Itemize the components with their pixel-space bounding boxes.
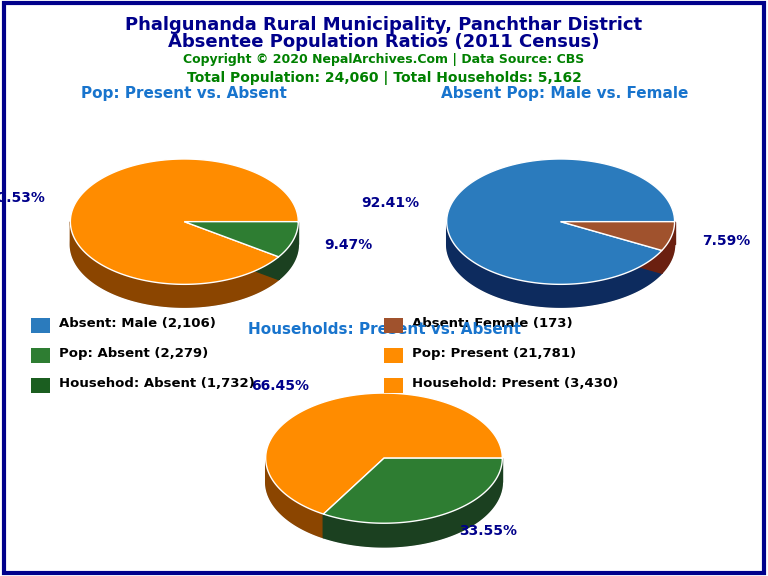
Polygon shape: [447, 222, 662, 307]
Polygon shape: [662, 222, 674, 273]
Polygon shape: [266, 417, 502, 547]
Polygon shape: [323, 458, 384, 538]
Polygon shape: [184, 222, 279, 279]
Text: Pop: Absent (2,279): Pop: Absent (2,279): [59, 347, 208, 360]
Text: Househod: Absent (1,732): Househod: Absent (1,732): [59, 377, 255, 390]
Polygon shape: [184, 222, 279, 279]
Polygon shape: [184, 222, 298, 244]
Text: 9.47%: 9.47%: [324, 238, 372, 252]
Text: Pop: Present vs. Absent: Pop: Present vs. Absent: [81, 86, 287, 101]
Text: Absentee Population Ratios (2011 Census): Absentee Population Ratios (2011 Census): [168, 33, 600, 51]
Polygon shape: [323, 458, 502, 523]
Polygon shape: [266, 458, 323, 538]
Polygon shape: [447, 159, 674, 285]
Text: Households: Present vs. Absent: Households: Present vs. Absent: [247, 322, 521, 337]
Polygon shape: [184, 222, 298, 257]
Text: 33.55%: 33.55%: [458, 524, 517, 537]
Text: Phalgunanda Rural Municipality, Panchthar District: Phalgunanda Rural Municipality, Panchtha…: [125, 16, 643, 34]
Polygon shape: [384, 458, 502, 482]
Text: 92.41%: 92.41%: [361, 196, 419, 210]
Polygon shape: [561, 222, 674, 244]
Polygon shape: [561, 222, 662, 273]
Polygon shape: [561, 222, 662, 273]
Polygon shape: [279, 222, 298, 279]
Polygon shape: [71, 222, 279, 307]
Polygon shape: [447, 182, 674, 307]
Text: Household: Present (3,430): Household: Present (3,430): [412, 377, 619, 390]
Text: Absent: Female (173): Absent: Female (173): [412, 317, 573, 330]
Polygon shape: [561, 222, 674, 251]
Text: Absent Pop: Male vs. Female: Absent Pop: Male vs. Female: [441, 86, 688, 101]
Polygon shape: [323, 458, 384, 538]
Text: Absent: Male (2,106): Absent: Male (2,106): [59, 317, 216, 330]
Polygon shape: [71, 159, 298, 285]
Text: 66.45%: 66.45%: [251, 379, 310, 393]
Text: Copyright © 2020 NepalArchives.Com | Data Source: CBS: Copyright © 2020 NepalArchives.Com | Dat…: [184, 53, 584, 66]
Polygon shape: [323, 458, 502, 547]
Polygon shape: [266, 393, 502, 514]
Text: Total Population: 24,060 | Total Households: 5,162: Total Population: 24,060 | Total Househo…: [187, 71, 581, 85]
Text: 7.59%: 7.59%: [703, 234, 750, 248]
Text: Pop: Present (21,781): Pop: Present (21,781): [412, 347, 577, 360]
Text: 90.53%: 90.53%: [0, 191, 45, 205]
Polygon shape: [71, 182, 298, 307]
